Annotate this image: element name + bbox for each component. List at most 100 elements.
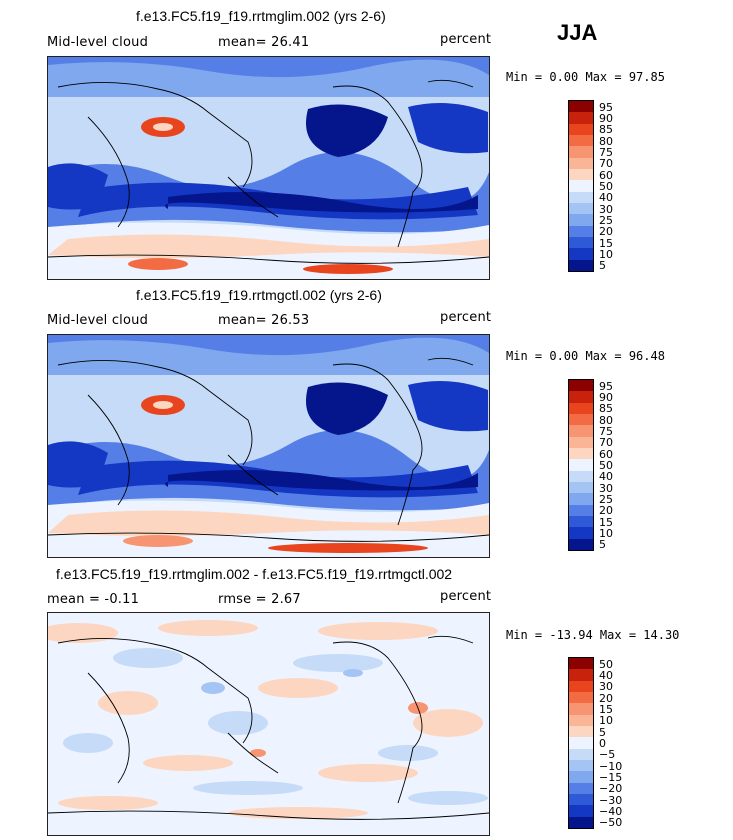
colorbar-tick-label: 85 bbox=[599, 402, 613, 416]
panel3-units: percent bbox=[440, 589, 492, 604]
panel2-colorbar: 95 90 85 80 75 70 60 50 40 30 25 20 15 10 5 bbox=[568, 379, 613, 551]
colorbar-tick-label: 40 bbox=[599, 669, 613, 682]
colorbar-swatch bbox=[569, 493, 593, 506]
colorbar-swatch bbox=[569, 504, 593, 517]
colorbar-tick-label: −50 bbox=[599, 816, 623, 830]
panel2-mean: mean= 26.53 bbox=[218, 313, 310, 328]
colorbar-tick-label: 80 bbox=[599, 413, 613, 427]
colorbar-tick-label: −30 bbox=[599, 793, 623, 807]
colorbar-tick-label: 80 bbox=[599, 134, 613, 148]
colorbar-swatch bbox=[569, 169, 593, 181]
colorbar-tick-label: 30 bbox=[599, 481, 613, 495]
colorbar-swatch bbox=[569, 448, 593, 460]
panel3-minmax: Min = -13.94 Max = 14.30 bbox=[506, 628, 680, 642]
colorbar-swatch bbox=[569, 482, 593, 494]
colorbar-tick-label: 0 bbox=[599, 737, 606, 750]
colorbar-tick-label: 95 bbox=[599, 379, 613, 393]
colorbar-swatch bbox=[569, 527, 593, 540]
colorbar-swatch bbox=[569, 112, 593, 125]
colorbar-swatch bbox=[569, 402, 593, 415]
colorbar-swatch bbox=[569, 782, 593, 795]
colorbar-tick-label: 75 bbox=[599, 146, 613, 159]
colorbar-swatch bbox=[569, 805, 593, 818]
panel3-rmse: rmse = 2.67 bbox=[218, 592, 301, 607]
colorbar-swatch bbox=[569, 214, 593, 227]
panel1-map bbox=[47, 56, 490, 280]
panel1-variable-label: Mid-level cloud bbox=[47, 35, 149, 50]
colorbar-tick-label: −20 bbox=[599, 782, 623, 796]
colorbar-tick-label: 15 bbox=[599, 236, 613, 250]
colorbar-tick-label: 30 bbox=[599, 202, 613, 216]
colorbar-tick-label: 70 bbox=[599, 157, 613, 171]
colorbar-tick-label: 70 bbox=[599, 436, 613, 450]
colorbar-swatch bbox=[569, 180, 593, 193]
colorbar-swatch bbox=[569, 146, 593, 159]
panel3-colorbar: 50 40 30 20 15 10 5 0 −5 −10 −15 −20 −30 −40 −50 bbox=[568, 657, 622, 829]
colorbar-tick-label: 85 bbox=[599, 123, 613, 137]
panel2-map bbox=[47, 334, 490, 558]
colorbar-tick-label: 30 bbox=[599, 680, 613, 694]
colorbar-swatch bbox=[569, 225, 593, 238]
colorbar-tick-label: 5 bbox=[599, 538, 606, 552]
panel2-title: f.e13.FC5.f19_f19.rrtmgctl.002 (yrs 2-6) bbox=[136, 287, 382, 303]
panel1-title: f.e13.FC5.f19_f19.rrtmglim.002 (yrs 2-6) bbox=[136, 8, 386, 24]
colorbar-tick-label: −15 bbox=[599, 771, 623, 784]
colorbar-swatch bbox=[569, 658, 593, 670]
colorbar-swatch bbox=[569, 703, 593, 716]
colorbar-swatch bbox=[569, 436, 593, 449]
colorbar-tick-label: 75 bbox=[599, 425, 613, 438]
colorbar-tick-label: 50 bbox=[599, 657, 613, 671]
colorbar-tick-label: 10 bbox=[599, 714, 613, 728]
colorbar-swatch bbox=[569, 816, 593, 829]
panel2-minmax: Min = 0.00 Max = 96.48 bbox=[506, 349, 665, 363]
colorbar-tick-label: 95 bbox=[599, 100, 613, 114]
colorbar-swatch bbox=[569, 248, 593, 261]
panel1-colorbar: 95 90 85 80 75 70 60 50 40 30 25 20 15 10 5 bbox=[568, 100, 613, 272]
colorbar-tick-label: 60 bbox=[599, 447, 613, 461]
colorbar-swatch bbox=[569, 135, 593, 147]
colorbar-tick-label: 90 bbox=[599, 112, 613, 125]
colorbar-swatch bbox=[569, 157, 593, 170]
colorbar-tick-label: 90 bbox=[599, 391, 613, 404]
colorbar-swatch bbox=[569, 237, 593, 249]
panel3-title: f.e13.FC5.f19_f19.rrtmglim.002 - f.e13.F… bbox=[56, 566, 453, 582]
colorbar-swatch bbox=[569, 726, 593, 738]
colorbar-swatch bbox=[569, 391, 593, 404]
colorbar-swatch bbox=[569, 459, 593, 472]
colorbar-swatch bbox=[569, 101, 593, 113]
colorbar-swatch bbox=[569, 748, 593, 761]
colorbar-swatch bbox=[569, 771, 593, 784]
colorbar-tick-label: 50 bbox=[599, 459, 613, 472]
colorbar-tick-label: −40 bbox=[599, 805, 623, 818]
panel1-mean: mean= 26.41 bbox=[218, 35, 310, 50]
colorbar-swatch bbox=[569, 470, 593, 483]
colorbar-tick-label: −10 bbox=[599, 759, 623, 773]
colorbar-tick-label: 10 bbox=[599, 527, 613, 540]
colorbar-swatch bbox=[569, 692, 593, 704]
colorbar-swatch bbox=[569, 538, 593, 551]
colorbar-tick-label: 20 bbox=[599, 691, 613, 705]
colorbar-swatch bbox=[569, 516, 593, 528]
season-label: JJA bbox=[557, 20, 598, 45]
colorbar-swatch bbox=[569, 760, 593, 772]
colorbar-swatch bbox=[569, 680, 593, 693]
colorbar-swatch bbox=[569, 203, 593, 215]
colorbar-tick-label: 25 bbox=[599, 214, 613, 227]
colorbar-tick-label: 20 bbox=[599, 504, 613, 518]
colorbar-tick-label: 15 bbox=[599, 703, 613, 716]
colorbar-tick-label: 40 bbox=[599, 470, 613, 484]
colorbar-swatch bbox=[569, 737, 593, 750]
colorbar-swatch bbox=[569, 414, 593, 426]
colorbar-tick-label: 40 bbox=[599, 191, 613, 205]
colorbar-tick-label: 5 bbox=[599, 725, 606, 739]
colorbar-swatch bbox=[569, 191, 593, 204]
colorbar-tick-label: 15 bbox=[599, 515, 613, 529]
panel3-map bbox=[47, 612, 490, 836]
colorbar-swatch bbox=[569, 669, 593, 682]
panel1-minmax: Min = 0.00 Max = 97.85 bbox=[506, 70, 665, 84]
colorbar-tick-label: 50 bbox=[599, 180, 613, 193]
panel2-variable-label: Mid-level cloud bbox=[47, 313, 149, 328]
colorbar-tick-label: 60 bbox=[599, 168, 613, 182]
panel3-mean: mean = -0.11 bbox=[47, 592, 140, 607]
colorbar-swatch bbox=[569, 123, 593, 136]
